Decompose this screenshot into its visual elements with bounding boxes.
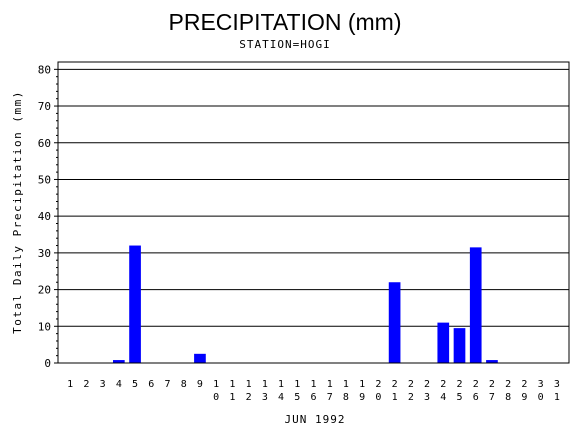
x-tick-label: 1 (246, 379, 252, 390)
x-tick-label: 2 (456, 379, 462, 390)
x-tick-label: 1 (392, 392, 398, 403)
x-tick-label: 7 (164, 379, 170, 390)
x-tick-label: 9 (197, 379, 203, 390)
chart-subtitle: STATION=HOGI (239, 38, 330, 51)
x-tick-label: 0 (213, 392, 219, 403)
x-tick-label: 0 (538, 392, 544, 403)
bar-day-21 (388, 282, 401, 363)
x-tick-label: 6 (310, 392, 316, 403)
bar-day-5 (129, 245, 141, 363)
x-tick-label: 5 (456, 392, 462, 403)
x-tick-label: 1 (262, 379, 268, 390)
x-tick-label: 0 (375, 392, 381, 403)
x-tick-label: 2 (392, 379, 398, 390)
x-tick-label: 1 (343, 379, 349, 390)
y-ticks: 0 10 20 30 40 50 60 70 80 (38, 63, 58, 370)
x-tick-label: 8 (343, 392, 349, 403)
bar-day-26 (469, 247, 482, 363)
x-tick-label: 3 (538, 379, 544, 390)
x-tick-label: 4 (116, 379, 122, 390)
x-tick-label: 1 (327, 379, 333, 390)
x-tick-label: 8 (181, 379, 187, 390)
bar-day-25 (453, 328, 466, 363)
x-tick-label: 2 (424, 379, 430, 390)
x-tick-label: 1 (359, 379, 365, 390)
x-tick-label: 1 (294, 379, 300, 390)
y-tick-label: 40 (38, 210, 51, 223)
x-tick-label: 7 (489, 392, 495, 403)
y-tick-label: 20 (38, 284, 51, 297)
x-tick-label: 1 (213, 379, 219, 390)
x-axis-label: JUN 1992 (285, 413, 346, 426)
x-tick-label: 1 (67, 379, 73, 390)
x-tick-label: 6 (473, 392, 479, 403)
x-tick-label: 1 (310, 379, 316, 390)
x-tick-label: 3 (262, 392, 268, 403)
chart-title: PRECIPITATION (mm) (169, 9, 402, 35)
x-tick-label: 3 (100, 379, 106, 390)
x-tick-label: 2 (83, 379, 89, 390)
x-tick-label: 1 (554, 392, 560, 403)
y-tick-label: 60 (38, 137, 51, 150)
x-ticks: 1 2 3 4 5 6 7 8 9 1011121314151617181920212223242… (67, 379, 560, 403)
bar-day-9 (194, 353, 206, 363)
x-tick-label: 2 (408, 392, 414, 403)
x-tick-label: 2 (473, 379, 479, 390)
bar-day-4 (112, 360, 125, 363)
x-tick-label: 4 (440, 392, 446, 403)
x-tick-label: 4 (278, 392, 284, 403)
x-tick-label: 6 (148, 379, 154, 390)
y-tick-label: 80 (38, 63, 51, 76)
plot-frame (57, 61, 570, 364)
x-tick-label: 1 (229, 392, 235, 403)
x-tick-label: 9 (521, 392, 527, 403)
bars (112, 245, 498, 363)
x-tick-label: 2 (505, 379, 511, 390)
bar-day-27 (486, 360, 498, 363)
x-tick-label: 2 (408, 379, 414, 390)
x-tick-label: 2 (440, 379, 446, 390)
x-tick-label: 3 (554, 379, 560, 390)
x-tick-label: 2 (375, 379, 381, 390)
x-tick-label: 2 (246, 392, 252, 403)
x-tick-label: 1 (278, 379, 284, 390)
x-tick-label: 1 (229, 379, 235, 390)
x-tick-label: 3 (424, 392, 430, 403)
x-tick-label: 5 (294, 392, 300, 403)
x-tick-label: 2 (489, 379, 495, 390)
y-tick-label: 10 (38, 320, 51, 333)
x-tick-label: 8 (505, 392, 511, 403)
y-tick-label: 0 (44, 357, 51, 370)
y-tick-label: 50 (38, 173, 51, 186)
bar-day-24 (437, 322, 450, 363)
y-tick-label: 30 (38, 247, 51, 260)
grid-lines (58, 68, 569, 327)
x-tick-label: 9 (359, 392, 365, 403)
y-axis-label: Total Daily Precipitation (mm) (11, 90, 24, 334)
y-tick-label: 70 (38, 100, 51, 113)
x-tick-label: 5 (132, 379, 138, 390)
x-tick-label: 2 (521, 379, 527, 390)
x-tick-label: 7 (327, 392, 333, 403)
